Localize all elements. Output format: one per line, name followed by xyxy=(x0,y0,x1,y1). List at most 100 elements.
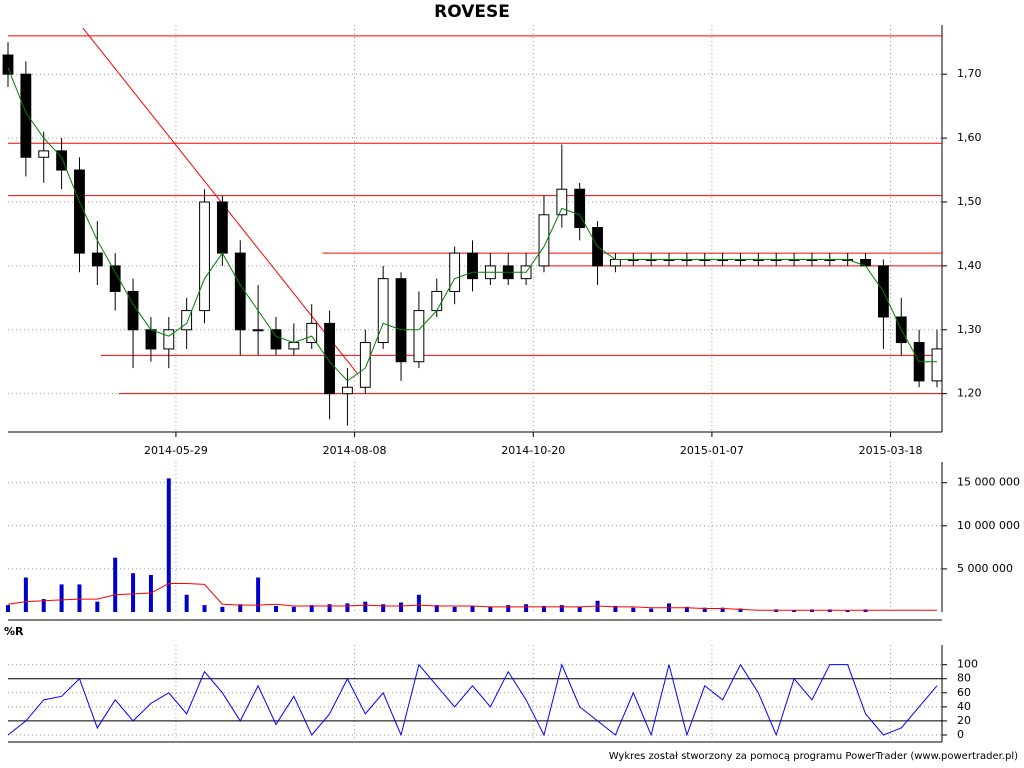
volume-bar xyxy=(452,606,457,612)
volume-bar xyxy=(506,605,511,612)
volume-bar xyxy=(416,594,421,612)
volume-bar xyxy=(166,478,171,612)
y-tick-label: 60 xyxy=(957,686,971,699)
candle-body xyxy=(449,252,461,292)
candle-body xyxy=(199,201,210,312)
chart-title: ROVESE xyxy=(434,2,510,22)
volume-bar xyxy=(113,557,118,612)
volume-bar xyxy=(488,606,493,612)
y-tick-label: 5 000 000 xyxy=(957,562,1013,575)
candle-body xyxy=(931,348,943,382)
x-tick-label: 2014-05-29 xyxy=(144,444,208,457)
candle-body xyxy=(574,188,586,229)
candle-body xyxy=(306,322,318,344)
volume-bar xyxy=(381,604,386,612)
volume-bar xyxy=(613,605,618,612)
candle-body xyxy=(145,329,157,350)
volume-bar xyxy=(434,605,439,612)
volume-bar xyxy=(220,606,225,612)
y-tick-label: 1,60 xyxy=(957,131,982,144)
candle-body xyxy=(395,278,407,363)
volume-bar xyxy=(184,594,189,612)
candle-body xyxy=(413,310,425,363)
volume-bar xyxy=(845,610,850,612)
y-tick-label: 1,50 xyxy=(957,195,982,208)
y-tick-label: 100 xyxy=(957,658,978,671)
volume-bar xyxy=(541,605,546,612)
volume-bar xyxy=(792,610,797,612)
footer: Wykres został stworzony za pomocą progra… xyxy=(609,751,1018,762)
volume-bar xyxy=(131,573,136,612)
candle-body xyxy=(181,310,193,331)
y-tick-label: 20 xyxy=(957,714,971,727)
candle-body xyxy=(234,252,246,331)
candle-body xyxy=(359,342,371,388)
candle-body xyxy=(288,342,300,350)
volume-bar xyxy=(345,603,350,612)
y-tick-label: 80 xyxy=(957,672,971,685)
y-tick-label: 0 xyxy=(957,728,964,741)
x-tick-label: 2014-10-20 xyxy=(501,444,565,457)
volume-bar xyxy=(702,607,707,612)
candle-body xyxy=(91,252,103,267)
volume-bar xyxy=(649,608,654,612)
y-tick-label: 1,20 xyxy=(957,387,982,400)
volume-bar xyxy=(95,601,100,612)
candle-body xyxy=(431,290,443,312)
candle-body xyxy=(342,386,353,395)
candle-body xyxy=(377,278,389,344)
y-tick-label: 10 000 000 xyxy=(957,519,1020,532)
volume-bar xyxy=(238,604,243,612)
y-tick-label: 1,30 xyxy=(957,323,982,336)
candle-body xyxy=(252,329,264,332)
volume-bar xyxy=(23,577,28,612)
volume-bar xyxy=(327,604,332,612)
volume-bar xyxy=(273,605,278,612)
volume-bar xyxy=(202,605,207,612)
y-tick-label: 1,70 xyxy=(957,67,982,80)
volume-average xyxy=(7,583,937,611)
candle-body xyxy=(109,265,121,292)
x-tick-label: 2015-01-07 xyxy=(680,444,744,457)
candle-body xyxy=(163,329,175,350)
volume-bar xyxy=(720,607,725,612)
panel-title: %R xyxy=(4,625,24,638)
volume-bar xyxy=(363,601,368,612)
candle-body xyxy=(74,169,85,254)
y-tick-label: 15 000 000 xyxy=(957,476,1020,489)
volume-bar xyxy=(524,604,529,612)
volume-bar xyxy=(6,605,10,612)
candle-body xyxy=(2,54,14,75)
y-tick-label: 1,40 xyxy=(957,259,982,272)
candle-body xyxy=(270,329,282,350)
candle-body xyxy=(556,188,568,216)
candle-body xyxy=(324,322,335,395)
volume-bar xyxy=(309,605,314,612)
volume-bar xyxy=(256,577,261,612)
x-tick-label: 2015-03-18 xyxy=(859,444,923,457)
volume-bar xyxy=(559,605,564,612)
candle-body xyxy=(56,150,68,171)
trend-line xyxy=(82,27,359,375)
candle-body xyxy=(216,201,228,254)
volume-bar xyxy=(41,599,46,612)
volume-bar xyxy=(631,607,636,612)
volume-bar xyxy=(684,606,689,612)
volume-bar xyxy=(399,602,404,612)
moving-average xyxy=(7,67,937,382)
volume-bar xyxy=(577,606,582,612)
candle-body xyxy=(467,252,478,280)
candle-body xyxy=(610,258,621,267)
x-tick-label: 2014-08-08 xyxy=(323,444,387,457)
candle-body xyxy=(538,214,550,267)
volume-bar xyxy=(738,608,743,612)
candle-body xyxy=(20,73,32,158)
volume-bar xyxy=(470,605,475,612)
volume-bar xyxy=(59,584,64,612)
williams-r-line xyxy=(7,663,938,737)
volume-bar xyxy=(77,584,82,612)
candle-body xyxy=(38,150,50,158)
volume-bar xyxy=(291,606,296,612)
y-tick-label: 40 xyxy=(957,700,971,713)
